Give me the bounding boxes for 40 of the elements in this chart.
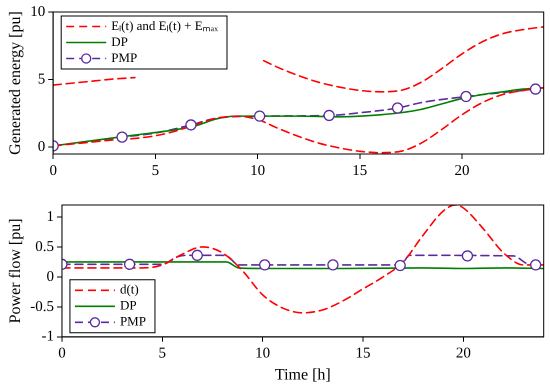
point (254, 110, 266, 122)
point (530, 83, 542, 95)
point (192, 250, 203, 261)
y-axis-title: Generated energy [pu] (6, 11, 24, 155)
x-tick-label: 10 (255, 346, 270, 362)
legend-label: DP (120, 298, 137, 313)
legend-label: PMP (111, 50, 138, 65)
point (259, 259, 270, 271)
point (530, 259, 542, 271)
y-tick-label: 0.5 (35, 238, 54, 255)
point (124, 258, 136, 270)
point (327, 259, 339, 271)
y-axis-title: Power flow [pu] (6, 218, 24, 324)
y-tick-label: -0.5 (30, 298, 54, 315)
point (460, 90, 472, 102)
x-tick-label: 15 (352, 162, 368, 179)
y-tick-label: 10 (30, 4, 46, 20)
y-tick-label: -1 (41, 328, 54, 345)
legend-label: d(t) (120, 282, 139, 297)
x-tick-label: 5 (158, 346, 166, 362)
x-tick-label: 15 (356, 346, 371, 362)
x-tick-label: 20 (456, 346, 471, 362)
y-tick-label: 0 (46, 268, 54, 285)
point (394, 260, 406, 272)
point (185, 119, 197, 131)
legend-label: Eₗ(t) and Eₗ(t) + Eₘₐₓ (111, 18, 218, 33)
y-tick-label: 5 (38, 72, 46, 88)
legend-label: DP (111, 34, 128, 49)
point (462, 250, 474, 262)
legend-label: PMP (120, 314, 146, 329)
x-axis-title: Time [h] (274, 366, 331, 384)
x-tick-label: 0 (58, 346, 66, 362)
point (392, 102, 404, 114)
x-tick-label: 20 (454, 162, 470, 179)
point (323, 110, 335, 122)
y-tick-label: 1 (46, 208, 54, 225)
x-tick-label: 10 (250, 162, 266, 179)
point (116, 131, 128, 143)
y-tick-label: 0 (38, 139, 46, 156)
x-tick-label: 5 (152, 162, 160, 179)
